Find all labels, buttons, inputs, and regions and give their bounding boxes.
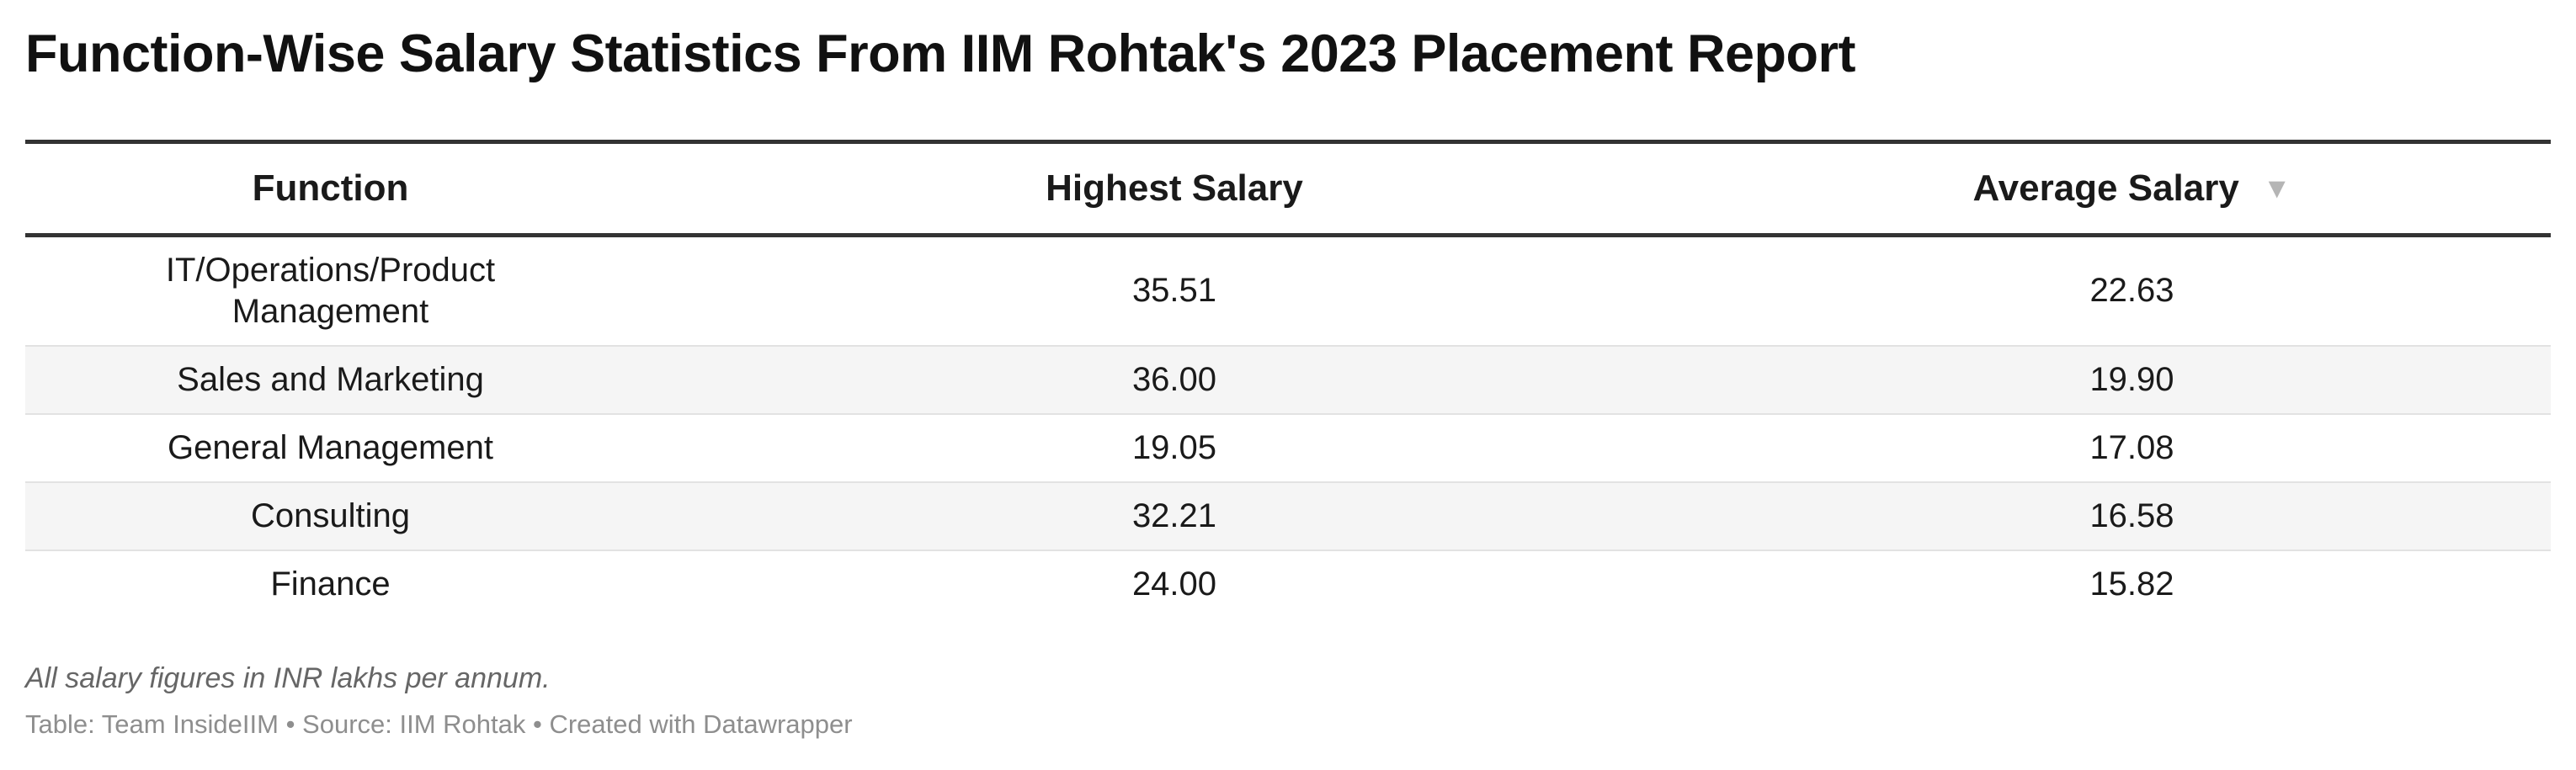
salary-table: Function Highest Salary Average Salary ▼ … — [25, 140, 2551, 619]
function-cell: Sales and Marketing — [25, 346, 636, 414]
highest-salary-cell: 36.00 — [1131, 360, 1217, 398]
column-header-function[interactable]: Function — [25, 142, 636, 236]
function-cell: IT/Operations/Product Management — [25, 236, 636, 346]
average-salary-cell: 15.82 — [2089, 566, 2174, 603]
function-label: Finance — [270, 566, 391, 603]
average-salary-cell: 22.63 — [2089, 272, 2174, 310]
chart-title: Function-Wise Salary Statistics From IIM… — [25, 24, 1856, 83]
salary-table-container: Function Highest Salary Average Salary ▼ … — [25, 140, 2551, 619]
column-header-label: Function — [252, 167, 409, 209]
column-header-label: Average Salary — [1972, 167, 2239, 209]
average-salary-cell: 17.08 — [2089, 428, 2174, 466]
function-label: Sales and Marketing — [177, 360, 484, 398]
function-cell: General Management — [25, 414, 636, 482]
highest-salary-cell: 35.51 — [1131, 272, 1217, 310]
average-salary-cell: 16.58 — [2089, 497, 2174, 534]
source-credit: Table: Team InsideIIM • Source: IIM Roht… — [25, 709, 853, 739]
function-cell: Finance — [25, 550, 636, 619]
highest-salary-cell: 32.21 — [1131, 497, 1217, 534]
table-row: Sales and Marketing 36.00 19.90 — [25, 345, 2551, 414]
column-header-average-salary[interactable]: Average Salary ▼ — [1713, 142, 2551, 236]
column-header-highest-salary[interactable]: Highest Salary — [636, 142, 1713, 236]
function-cell: Consulting — [25, 482, 636, 550]
table-row: Finance 24.00 15.82 — [25, 550, 2551, 619]
average-salary-cell: 19.90 — [2089, 360, 2174, 398]
function-label: IT/Operations/Product Management — [165, 251, 496, 330]
table-row: General Management 19.05 17.08 — [25, 414, 2551, 482]
highest-salary-cell: 24.00 — [1131, 566, 1217, 603]
sort-descending-icon[interactable]: ▼ — [2262, 172, 2291, 204]
table-footnote: All salary figures in INR lakhs per annu… — [25, 662, 551, 694]
function-label: Consulting — [250, 497, 410, 534]
highest-salary-cell: 19.05 — [1131, 428, 1217, 466]
table-header-row: Function Highest Salary Average Salary ▼ — [25, 141, 2551, 236]
table-row: IT/Operations/Product Management 35.51 2… — [25, 236, 2551, 346]
function-label: General Management — [168, 428, 493, 466]
column-header-label: Highest Salary — [1046, 167, 1303, 209]
table-row: Consulting 32.21 16.58 — [25, 481, 2551, 550]
